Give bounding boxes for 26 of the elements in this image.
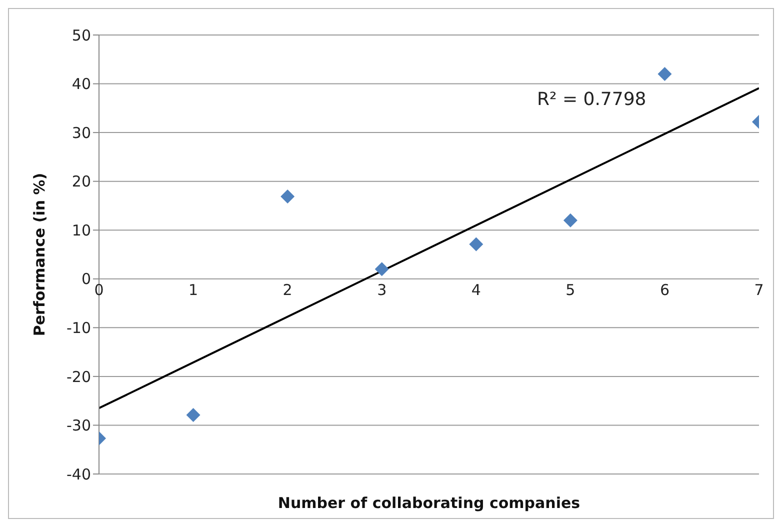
y-tick-label: -30 [66, 416, 91, 435]
x-tick-label: 4 [471, 280, 481, 299]
point [469, 237, 484, 252]
x-tick-label: 0 [94, 280, 104, 299]
x-axis-title: Number of collaborating companies [278, 494, 580, 512]
y-tick-label: -10 [66, 318, 91, 337]
x-tick-label: 3 [377, 280, 387, 299]
x-tick-label: 6 [660, 280, 670, 299]
x-tick-label: 7 [754, 280, 764, 299]
y-tick-label: -20 [66, 368, 91, 386]
x-tick-label: 1 [188, 280, 198, 299]
y-axis-title: Performance (in %) [30, 172, 48, 336]
x-tick-label: 5 [566, 280, 576, 299]
point [374, 262, 389, 276]
y-tick-label: 10 [72, 221, 91, 240]
point [186, 408, 200, 422]
point [280, 189, 295, 204]
point [658, 67, 672, 82]
x-tick-label: 2 [282, 280, 292, 299]
y-tick-label: 30 [72, 124, 91, 142]
y-tick-label: 40 [72, 75, 91, 94]
y-tick-label: -40 [66, 465, 91, 484]
point [563, 213, 578, 228]
y-tick-label: 20 [72, 172, 91, 191]
annotation: R² = 0.7798 [537, 89, 646, 110]
y-tick-label: 50 [72, 26, 91, 44]
